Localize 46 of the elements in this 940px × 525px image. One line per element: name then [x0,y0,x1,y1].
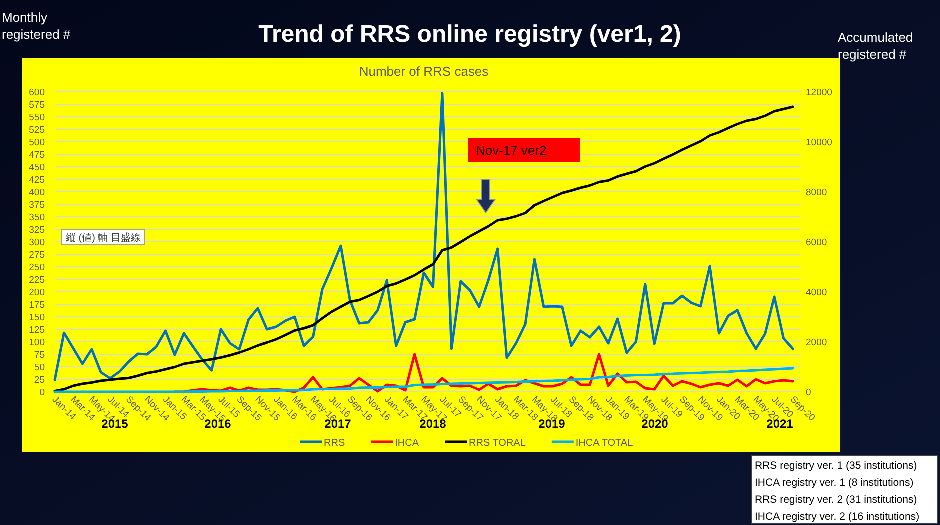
y-tick-label: 475 [29,150,45,161]
text: RRS registry ver. 2 (31 institutions) [755,494,918,506]
y-tick-label: 500 [29,138,45,148]
y2-tick-label: 6000 [806,238,828,248]
y-tick-label: 425 [29,175,45,186]
y-tick-label: 375 [29,200,45,211]
text: IHCA registry ver. 1 (8 institutions) [755,477,914,489]
y-tick-label: 175 [29,300,45,311]
legend-label: IHCA [395,438,420,449]
y-tick-label: 0 [40,388,45,398]
y-tick-label: 525 [29,125,45,136]
y-tick-label: 100 [29,338,45,348]
y-tick-label: 275 [29,250,45,261]
annotation: 縦 (値) 軸 目盛線 [65,232,141,244]
chart-title: Trend of RRS online registry (ver1, 2) [258,21,682,48]
y-tick-label: 250 [29,262,45,274]
y2-tick-label: 10000 [806,138,832,148]
text: IHCA registry ver. 2 (16 institutions) [755,511,920,523]
y-tick-label: 550 [29,112,45,124]
y-tick-label: 25 [34,375,45,386]
annotation: Nov-17 ver2 [476,143,547,158]
y2-axis-title: Accumulated registered # [838,30,914,62]
y-axis-title: Monthly registered # [2,10,72,42]
y-tick-label: 75 [34,350,45,361]
y-tick-label: 50 [34,362,45,374]
y-tick-label: 600 [29,88,45,98]
y2-tick-label: 12000 [806,88,832,98]
y-tick-label: 450 [29,162,45,174]
y-tick-label: 150 [29,312,45,324]
y-tick-label: 200 [29,288,45,298]
legend-label: IHCA TOTAL [576,438,634,449]
y-tick-label: 300 [29,238,45,248]
y2-tick-label: 4000 [806,288,828,298]
legend-label: RRS TORAL [469,438,526,449]
y2-tick-label: 8000 [806,188,828,198]
text: RRS registry ver. 1 (35 institutions) [755,460,918,472]
y-tick-label: 400 [29,188,45,198]
legend-label: RRS [324,438,346,449]
y-tick-label: 325 [29,225,45,236]
y-tick-label: 350 [29,212,45,224]
y-tick-label: 125 [29,325,45,336]
y2-tick-label: 2000 [806,338,828,348]
chart-subtitle: Number of RRS cases [359,64,490,79]
y-tick-label: 575 [29,100,45,111]
y-tick-label: 225 [29,275,45,286]
y2-tick-label: 0 [806,388,812,398]
